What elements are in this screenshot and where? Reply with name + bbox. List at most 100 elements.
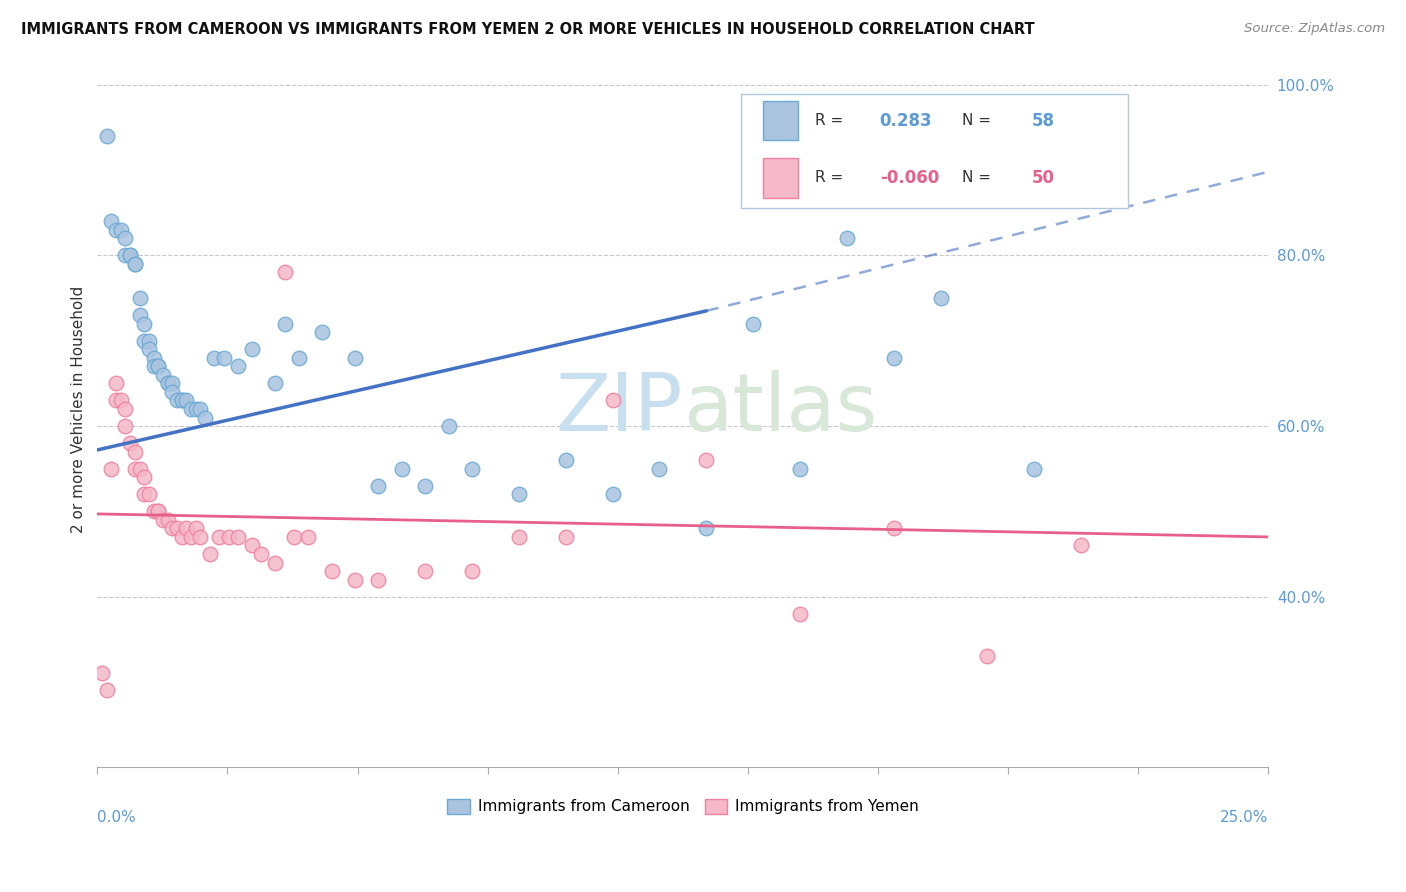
Point: [138, 487, 160, 501]
Point: [461, 461, 484, 475]
Text: IMMIGRANTS FROM CAMEROON VS IMMIGRANTS FROM YEMEN 2 OR MORE VEHICLES IN HOUSEHOL: IMMIGRANTS FROM CAMEROON VS IMMIGRANTS F…: [21, 22, 1035, 37]
Point: [695, 453, 717, 467]
Point: [226, 530, 249, 544]
Point: [648, 461, 671, 475]
Text: R =: R =: [815, 170, 848, 186]
Y-axis label: 2 or more Vehicles in Household: 2 or more Vehicles in Household: [72, 285, 86, 533]
FancyBboxPatch shape: [762, 101, 797, 140]
Point: [1070, 539, 1092, 553]
Point: [142, 504, 165, 518]
Point: [120, 248, 142, 262]
Point: [162, 521, 184, 535]
Point: [198, 547, 221, 561]
Point: [176, 393, 198, 408]
Point: [264, 556, 287, 570]
Point: [162, 384, 184, 399]
Point: [176, 521, 198, 535]
Point: [413, 564, 436, 578]
Point: [461, 564, 484, 578]
Point: [742, 317, 765, 331]
Point: [218, 530, 240, 544]
Point: [321, 564, 343, 578]
Point: [240, 343, 263, 357]
Point: [148, 504, 170, 518]
Point: [128, 308, 150, 322]
Point: [105, 223, 128, 237]
Text: -0.060: -0.060: [880, 169, 939, 187]
Point: [602, 393, 624, 408]
FancyBboxPatch shape: [741, 94, 1128, 209]
Point: [274, 265, 297, 279]
Point: [883, 351, 905, 365]
Point: [212, 351, 235, 365]
Point: [124, 444, 146, 458]
Point: [184, 521, 207, 535]
Point: [120, 436, 142, 450]
Point: [190, 401, 212, 416]
Point: [114, 401, 136, 416]
Text: 0.0%: 0.0%: [97, 810, 136, 825]
Point: [100, 214, 122, 228]
Point: [789, 607, 811, 621]
Point: [156, 376, 179, 391]
Point: [437, 419, 460, 434]
Point: [105, 376, 128, 391]
Point: [100, 461, 122, 475]
Point: [114, 231, 136, 245]
Point: [311, 325, 333, 339]
Point: [96, 128, 118, 143]
Text: 50: 50: [1032, 169, 1054, 187]
Point: [240, 539, 263, 553]
Point: [170, 530, 193, 544]
Point: [166, 521, 188, 535]
Point: [138, 334, 160, 348]
Text: N =: N =: [962, 170, 995, 186]
Point: [602, 487, 624, 501]
Point: [142, 359, 165, 374]
Point: [274, 317, 297, 331]
Point: [156, 376, 179, 391]
Point: [110, 393, 132, 408]
Point: [508, 530, 530, 544]
Point: [170, 393, 193, 408]
Legend: Immigrants from Cameroon, Immigrants from Yemen: Immigrants from Cameroon, Immigrants fro…: [441, 793, 925, 821]
Point: [120, 248, 142, 262]
Point: [128, 291, 150, 305]
Point: [554, 453, 576, 467]
Point: [283, 530, 305, 544]
FancyBboxPatch shape: [762, 158, 797, 198]
Point: [288, 351, 311, 365]
Point: [114, 248, 136, 262]
Point: [166, 393, 188, 408]
Point: [138, 343, 160, 357]
Point: [250, 547, 273, 561]
Point: [148, 359, 170, 374]
Point: [148, 504, 170, 518]
Point: [976, 649, 998, 664]
Point: [367, 479, 389, 493]
Text: N =: N =: [962, 113, 995, 128]
Point: [554, 530, 576, 544]
Point: [883, 521, 905, 535]
Point: [180, 530, 202, 544]
Point: [134, 317, 156, 331]
Point: [134, 487, 156, 501]
Text: R =: R =: [815, 113, 848, 128]
Point: [148, 359, 170, 374]
Point: [91, 666, 114, 681]
Point: [391, 461, 413, 475]
Point: [929, 291, 952, 305]
Point: [190, 530, 212, 544]
Point: [114, 419, 136, 434]
Point: [695, 521, 717, 535]
Point: [264, 376, 287, 391]
Text: 25.0%: 25.0%: [1220, 810, 1268, 825]
Point: [124, 257, 146, 271]
Point: [105, 393, 128, 408]
Text: ZIP: ZIP: [555, 370, 683, 448]
Point: [835, 231, 858, 245]
Point: [152, 368, 174, 382]
Point: [134, 334, 156, 348]
Point: [156, 513, 179, 527]
Point: [170, 393, 193, 408]
